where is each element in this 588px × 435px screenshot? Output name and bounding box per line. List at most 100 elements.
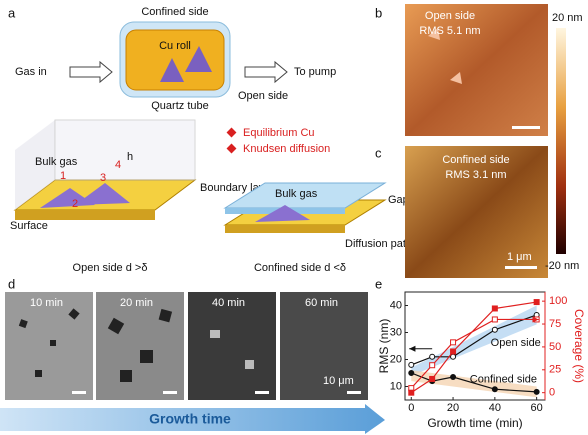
scale-bar <box>512 126 540 129</box>
scale-label: 10 μm <box>323 375 354 387</box>
y-axis-label: RMS (nm) <box>377 319 391 374</box>
domain <box>450 72 462 84</box>
gaps <box>210 330 254 369</box>
arrow-head <box>532 316 539 323</box>
image-title: RMS 3.1 nm <box>445 169 506 181</box>
sem-image <box>96 292 184 400</box>
scale-bar <box>163 391 177 394</box>
label: Bulk gas <box>275 188 318 200</box>
x-tick-label: 20 <box>447 402 459 414</box>
substrate <box>15 210 155 220</box>
y2-tick-label: 0 <box>549 387 555 399</box>
colorbar-label: -20 nm <box>545 260 579 272</box>
marker <box>408 389 415 396</box>
sem-image <box>280 292 368 400</box>
label: Open side <box>238 90 288 102</box>
colorbar-label: 20 nm <box>552 12 583 24</box>
y2-tick-label: 100 <box>549 295 567 307</box>
legend-label: Equilibrium Cu <box>243 127 315 139</box>
scale-bar <box>255 391 269 394</box>
step: 3 <box>100 172 106 184</box>
arrow <box>69 60 113 84</box>
image-title: Confined side <box>442 154 509 166</box>
marker <box>408 361 415 368</box>
colorbar <box>556 28 566 254</box>
legend-marker <box>226 127 237 138</box>
image-title: Open side <box>425 10 475 22</box>
marker <box>429 375 436 382</box>
afm-image <box>405 4 548 136</box>
marker <box>491 305 498 312</box>
domain <box>185 46 212 72</box>
label: Quartz tube <box>151 100 208 112</box>
y-tick-label: 10 <box>390 380 402 392</box>
sem-image <box>5 292 93 400</box>
domain <box>160 58 184 82</box>
time-label: 10 min <box>30 297 63 309</box>
legend-label: Knudsen diffusion <box>243 143 330 155</box>
marker <box>408 370 415 376</box>
step: 2 <box>72 198 78 210</box>
step: 1 <box>60 170 66 182</box>
label: h <box>127 151 133 163</box>
box <box>54 119 196 181</box>
domain <box>428 28 440 40</box>
afm-image <box>405 146 548 278</box>
x-tick-label: 60 <box>531 402 543 414</box>
time-label: 40 min <box>212 297 245 309</box>
caption: Confined side d <δ <box>254 262 346 274</box>
arrow-label: Growth time <box>149 411 231 427</box>
time-label: 20 min <box>120 297 153 309</box>
substrate <box>225 225 345 233</box>
y2-axis-label: Coverage (%) <box>572 309 586 383</box>
marker <box>429 362 436 369</box>
label: To pump <box>294 66 336 78</box>
annotation: Open side <box>491 337 541 349</box>
x-axis-label: Growth time (min) <box>427 416 522 430</box>
domain <box>75 183 130 205</box>
box <box>15 120 55 210</box>
arrow-head <box>409 345 416 352</box>
growth-arrow <box>0 404 385 434</box>
marker <box>450 374 457 381</box>
step: 4 <box>115 159 121 171</box>
marker <box>533 299 540 306</box>
chart: 0 20 40 60 10 20 30 40 0 25 50 75 100 Growth time (mi… <box>377 291 586 430</box>
panel-letter: e <box>375 276 382 291</box>
marker <box>491 316 498 323</box>
label: Diffusion path <box>345 238 412 250</box>
arrow <box>244 60 288 84</box>
scale-bar <box>505 266 537 269</box>
legend-marker <box>226 143 237 154</box>
band <box>411 305 537 376</box>
scale-label: 1 μm <box>507 251 532 263</box>
label: Surface <box>10 220 48 232</box>
label: Cu roll <box>159 40 191 52</box>
scale-bar <box>347 391 361 394</box>
marker <box>533 388 540 395</box>
domains <box>18 308 173 382</box>
marker <box>450 353 457 360</box>
y-tick-label: 20 <box>390 353 402 365</box>
image-title: RMS 5.1 nm <box>419 25 480 37</box>
marker <box>450 339 457 346</box>
label: Gas in <box>15 66 47 78</box>
domain <box>255 205 310 222</box>
label: Bulk gas <box>35 156 78 168</box>
marker <box>450 348 457 355</box>
y-tick-label: 40 <box>390 299 402 311</box>
y2-tick-label: 50 <box>549 341 561 353</box>
sem-image <box>188 292 276 400</box>
label: Confined side <box>141 6 208 18</box>
y-tick-label: 30 <box>390 326 402 338</box>
cu-roll <box>125 29 225 91</box>
y2-tick-label: 25 <box>549 364 561 376</box>
caption: Open side d >δ <box>73 262 148 274</box>
x-tick-label: 40 <box>489 402 501 414</box>
time-label: 60 min <box>305 297 338 309</box>
marker <box>491 386 498 393</box>
panel-letter: a <box>8 5 16 20</box>
y2-tick-label: 75 <box>549 318 561 330</box>
panel-letter: c <box>375 145 382 160</box>
